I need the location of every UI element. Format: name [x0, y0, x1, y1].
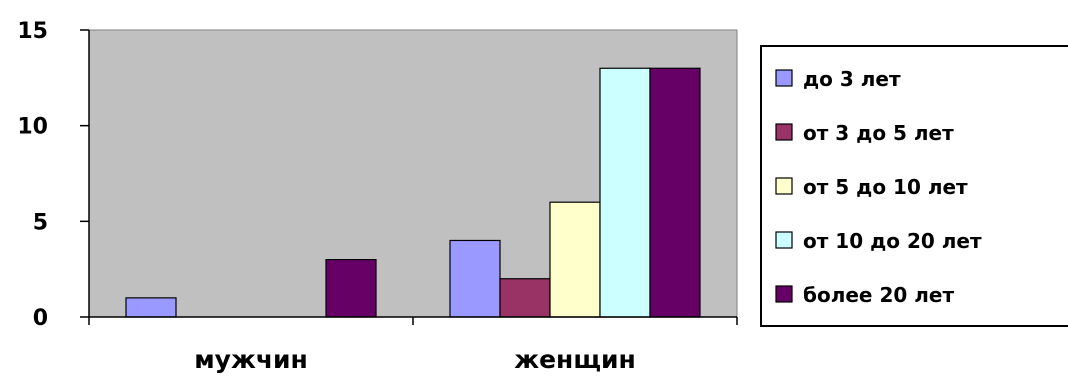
bar-2-5	[649, 67, 701, 318]
y-tick-label: 5	[33, 210, 48, 235]
y-tick-label: 10	[17, 115, 48, 140]
bars-group	[125, 67, 701, 318]
legend-label: более 20 лет	[803, 283, 954, 307]
x-category-label: женщин	[514, 345, 636, 374]
legend-label: до 3 лет	[803, 67, 901, 91]
x-ticks-group: мужчин женщин	[88, 317, 738, 374]
bar-1-1	[125, 297, 177, 318]
bar-1-5	[325, 259, 377, 318]
legend-label: от 5 до 10 лет	[803, 175, 968, 199]
bar-2-2	[499, 278, 551, 318]
x-category-label: мужчин	[194, 345, 308, 374]
legend-swatch	[775, 231, 793, 249]
legend-swatch	[775, 69, 793, 87]
legend-swatch	[775, 177, 793, 195]
legend-swatch	[775, 123, 793, 141]
legend-box	[760, 45, 1068, 327]
legend: до 3 лет от 3 до 5 лет от 5 до 10 лет от 10…	[760, 45, 1068, 327]
legend-label: от 10 до 20 лет	[803, 229, 982, 253]
y-tick-label: 15	[17, 19, 48, 44]
bar-2-3	[549, 201, 601, 318]
bar-2-1	[449, 239, 501, 318]
bar-2-4	[599, 67, 651, 318]
legend-label: от 3 до 5 лет	[803, 121, 954, 145]
legend-swatch	[775, 285, 793, 303]
y-tick-label: 0	[33, 306, 48, 331]
y-ticks-group: 0 5 10 15	[17, 19, 89, 331]
